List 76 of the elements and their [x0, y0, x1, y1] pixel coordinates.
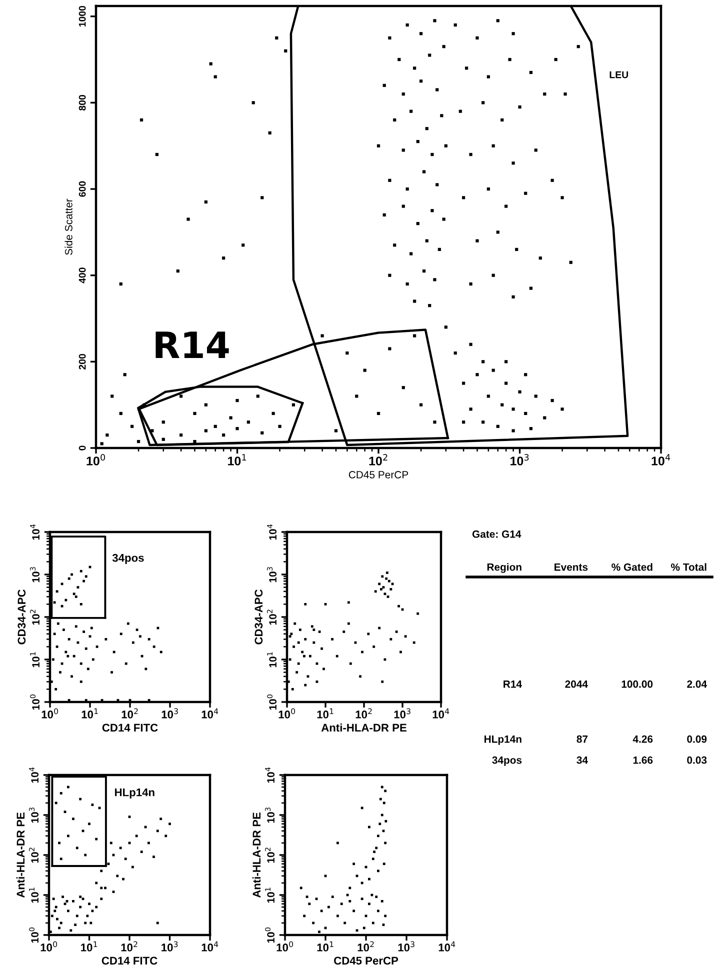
x-axis-title: CD45 PerCP — [348, 471, 408, 478]
y-tick-label: 10$^{2}$ — [29, 848, 39, 863]
x-tick-label: 10$^{2}$ — [122, 708, 138, 718]
series-label: 34pos — [112, 554, 144, 564]
text: 34 — [576, 756, 588, 764]
text: 0.03 — [687, 756, 707, 764]
x-axis-title: CD14 FITC — [102, 724, 158, 732]
y-tick-label: 200 — [78, 354, 86, 370]
text: 1.66 — [633, 756, 653, 764]
x-axis-title: Anti-HLA-DR PE — [321, 723, 406, 732]
x-tick-label: 10$^{4}$ — [202, 708, 218, 718]
x-tick-label: 10$^{2}$ — [358, 941, 374, 952]
text: 2.04 — [687, 680, 707, 688]
y-tick-label: 10$^{1}$ — [30, 652, 40, 668]
text: 2044 — [565, 680, 588, 688]
x-tick-label: 10$^{2}$ — [369, 454, 388, 466]
y-axis-title: CD34-APC — [18, 590, 26, 644]
y-tick-label: 10$^{1}$ — [29, 888, 39, 903]
text: % Gated — [612, 563, 652, 571]
y-axis-title: Anti-HLA-DR PE — [16, 812, 25, 898]
text: Events — [554, 564, 588, 571]
x-tick-label: 10$^{0}$ — [276, 941, 294, 952]
x-tick-label: 10$^{0}$ — [42, 708, 58, 718]
x-tick-label: 10$^{1}$ — [317, 708, 334, 718]
y-tick-label: 10$^{3}$ — [267, 567, 277, 582]
x-tick-label: 10$^{3}$ — [162, 941, 178, 952]
text: R14 — [504, 680, 522, 688]
y-tick-label: 10$^{1}$ — [265, 888, 275, 903]
series-label: LEU — [610, 71, 628, 78]
x-tick-label: 10$^{1}$ — [317, 941, 334, 952]
y-tick-label: 10$^{1}$ — [267, 652, 277, 668]
y-tick-label: 10$^{4}$ — [265, 767, 275, 783]
y-tick-label: 10$^{4}$ — [29, 767, 39, 783]
x-tick-label: 10$^{4}$ — [202, 941, 218, 952]
y-tick-label: 10$^{2}$ — [267, 610, 277, 625]
x-tick-label: 10$^{0}$ — [40, 941, 58, 952]
x-axis-title: CD45 PerCP — [334, 956, 398, 965]
y-tick-label: 10$^{3}$ — [265, 808, 275, 823]
y-tick-label: 10$^{2}$ — [30, 610, 40, 625]
y-tick-label: 10$^{3}$ — [29, 808, 39, 823]
series-label: HLp14n — [115, 788, 154, 798]
y-tick-label: 1000 — [78, 6, 86, 27]
y-tick-label: 800 — [78, 94, 86, 110]
x-tick-label: 10$^{4}$ — [652, 454, 670, 466]
x-tick-label: 10$^{3}$ — [394, 708, 410, 718]
x-tick-label: 10$^{0}$ — [86, 454, 106, 466]
y-tick-label: 600 — [78, 181, 86, 197]
x-tick-label: 10$^{1}$ — [228, 454, 246, 466]
y-tick-label: 0 — [78, 446, 86, 450]
x-tick-label: 10$^{2}$ — [121, 941, 138, 952]
y-tick-label: 10$^{4}$ — [267, 524, 277, 540]
x-tick-label: 10$^{4}$ — [438, 941, 456, 952]
text: 0.09 — [687, 735, 707, 743]
y-tick-label: 400 — [78, 268, 86, 284]
text: HLp14n — [484, 736, 522, 745]
x-axis-title: CD14 FITC — [102, 956, 158, 965]
x-tick-label: 10$^{2}$ — [356, 708, 372, 718]
y-tick-label: 10$^{4}$ — [30, 524, 40, 540]
x-tick-label: 10$^{3}$ — [162, 708, 178, 718]
x-tick-label: 10$^{0}$ — [278, 708, 296, 718]
text: 87 — [576, 735, 588, 743]
text: 100.00 — [622, 680, 653, 688]
text: Gate: G14 — [472, 530, 522, 538]
text: % Total — [670, 563, 706, 571]
text: Region — [487, 563, 522, 573]
text: 34pos — [492, 756, 522, 766]
y-tick-label: 10$^{3}$ — [30, 567, 40, 582]
y-tick-label: 10$^{2}$ — [265, 848, 275, 863]
text: 4.26 — [632, 735, 653, 743]
x-tick-label: 10$^{3}$ — [398, 941, 414, 952]
y-axis-title: Anti-HLA-DR PE — [252, 812, 261, 898]
series-label: R14 — [156, 332, 229, 358]
x-tick-label: 10$^{4}$ — [432, 708, 450, 718]
y-axis-title: Side Scatter — [64, 198, 72, 255]
x-tick-label: 10$^{3}$ — [510, 454, 529, 466]
y-axis-title: CD34-APC — [254, 590, 263, 644]
